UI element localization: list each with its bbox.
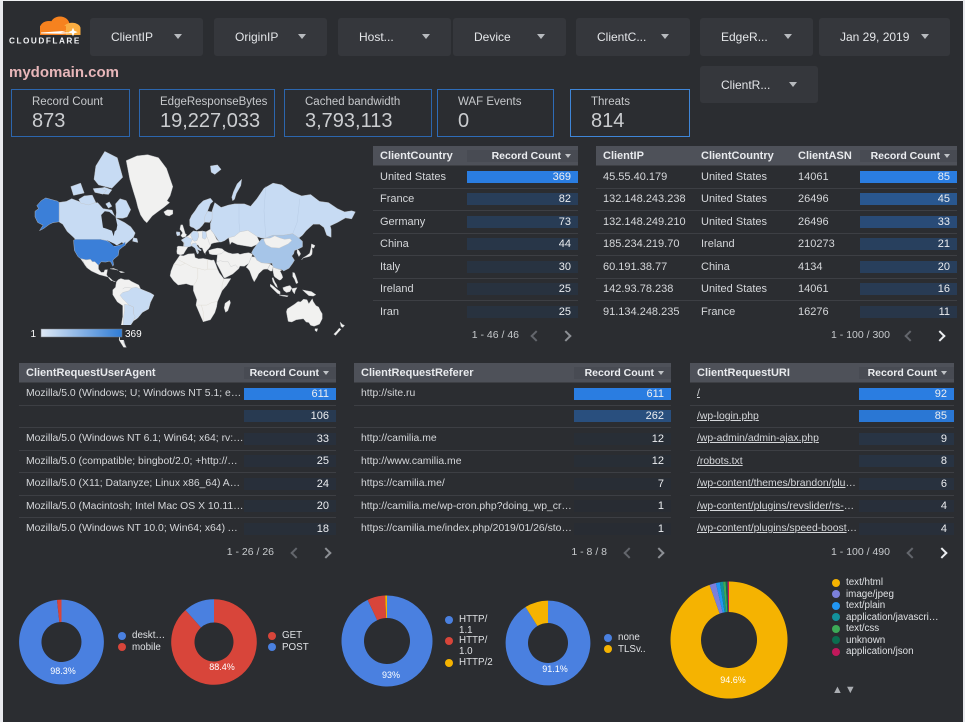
svg-text:1: 1: [30, 329, 36, 340]
svg-text:369: 369: [125, 329, 142, 340]
svg-text:CLOUDFLARE: CLOUDFLARE: [9, 37, 81, 46]
